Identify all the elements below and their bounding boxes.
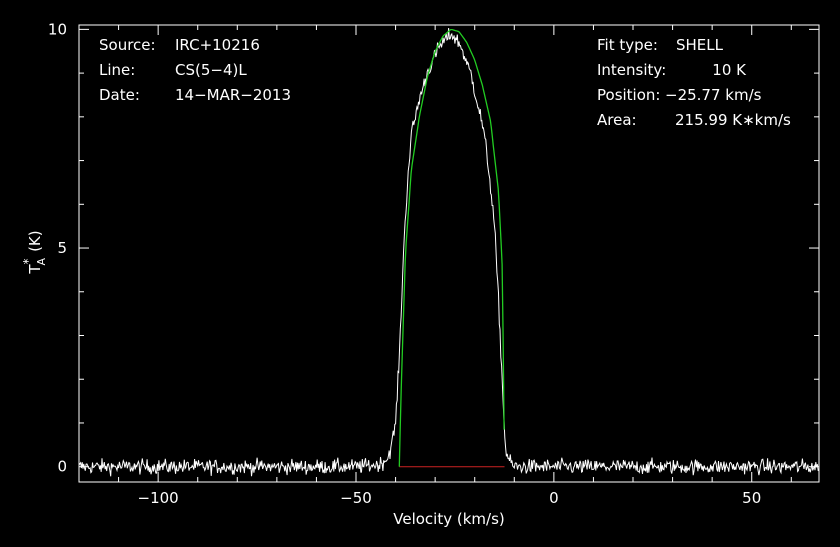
y-tick-label: 0 <box>57 458 67 476</box>
y-axis-label: T*A (K) <box>21 230 48 274</box>
x-tick-label: 50 <box>742 489 761 507</box>
intensity-label: Intensity: <box>597 61 666 79</box>
line-label: Line: <box>99 61 135 79</box>
intensity-value: 10 K <box>712 61 747 79</box>
x-ticks: −100 −50 0 50 <box>78 25 792 507</box>
date-label: Date: <box>99 86 140 104</box>
x-tick-label: −100 <box>138 489 179 507</box>
x-axis-label: Velocity (km/s) <box>393 510 504 528</box>
y-tick-label: 10 <box>48 20 67 38</box>
date-value: 14−MAR−2013 <box>175 86 291 104</box>
y-axis-label-unit: (K) <box>26 230 44 252</box>
line-value: CS(5−4)L <box>175 61 247 79</box>
x-tick-label: 0 <box>549 489 559 507</box>
y-axis-label-sup: * <box>21 258 35 264</box>
area-value: 215.99 K∗km/s <box>675 111 791 129</box>
y-axis-label-main: T <box>26 264 44 275</box>
info-right: Fit type: SHELL Intensity: 10 K Position… <box>597 36 791 129</box>
plot-frame <box>78 24 820 483</box>
y-ticks: 0 5 10 <box>48 20 819 476</box>
source-label: Source: <box>99 36 156 54</box>
fit-type-value: SHELL <box>676 36 724 54</box>
shell-fit-curve <box>398 28 505 467</box>
x-tick-label: −50 <box>340 489 372 507</box>
position-label: Position: <box>597 86 660 104</box>
info-left: Source: IRC+10216 Line: CS(5−4)L Date: 1… <box>99 36 291 104</box>
y-tick-label: 5 <box>57 239 67 257</box>
spectrum-series <box>78 27 819 477</box>
fit-type-label: Fit type: <box>597 36 658 54</box>
y-axis-label-sub: A <box>35 257 48 265</box>
area-label: Area: <box>597 111 637 129</box>
position-value: −25.77 km/s <box>665 86 762 104</box>
source-value: IRC+10216 <box>175 36 260 54</box>
svg-text:T*A(K): T*A (K) <box>21 230 48 274</box>
